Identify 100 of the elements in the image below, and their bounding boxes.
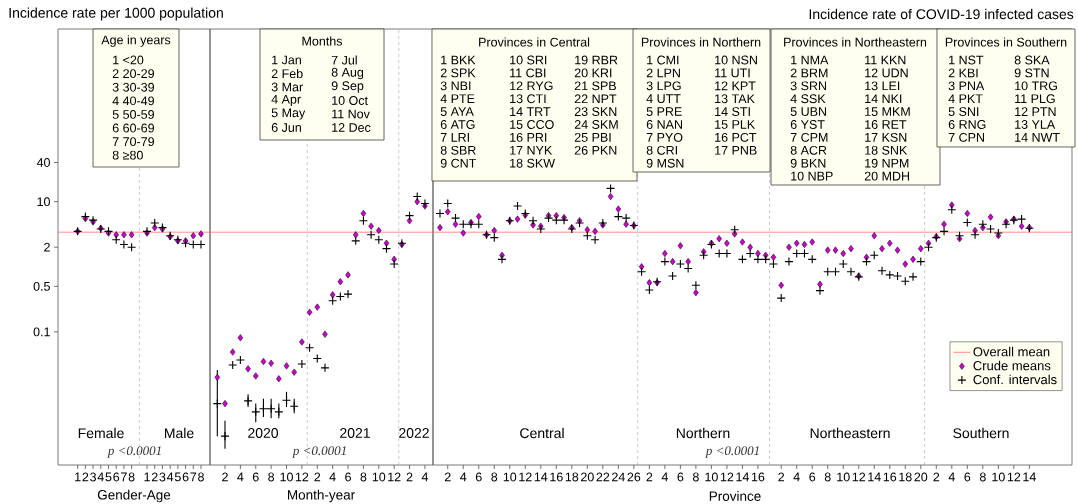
x-tick-label: 8: [824, 472, 831, 482]
x-tick-label: 7: [121, 472, 127, 482]
y-tick-label: 40: [36, 158, 50, 167]
annotation: 1 NST: [949, 55, 984, 65]
x-tick-label: 6: [475, 472, 482, 482]
annotation: 12 Dec: [332, 123, 371, 132]
annotation: 4 PTE: [440, 94, 475, 104]
legend-label: Crude means: [973, 360, 1051, 371]
x-axis-title: Gender-Age: [97, 489, 171, 503]
annotation: 11 UTI: [715, 68, 750, 78]
annotation: Female: [78, 427, 124, 439]
x-tick-label: 8: [128, 472, 135, 482]
annotation: Provinces in Central: [479, 37, 590, 47]
annotation: Months: [302, 36, 343, 46]
x-tick-label: 4: [237, 472, 244, 482]
annotation: 5 50-59: [112, 110, 154, 119]
x-tick-label: 10: [372, 472, 386, 482]
x-tick-label: 12: [720, 472, 734, 482]
annotation: 4 SSK: [790, 94, 826, 104]
annotation: 11 Nov: [332, 109, 370, 119]
x-tick-label: 8: [268, 472, 275, 482]
x-tick-label: 12: [1007, 472, 1021, 482]
annotation: 17 PNB: [715, 146, 757, 155]
annotation: Central: [520, 427, 564, 439]
annotation: 2 SPK: [440, 68, 476, 78]
annotation: 11 KKN: [865, 55, 906, 65]
annotation: 15 MKM: [865, 107, 910, 116]
annotation: 13 LEI: [865, 81, 900, 91]
annotation: 5 May: [271, 108, 306, 120]
x-tick-label: 3: [90, 472, 96, 482]
x-tick-label: 6: [345, 472, 351, 482]
annotation: 10 NSN: [715, 55, 757, 65]
annotation: 11 PLG: [1015, 94, 1055, 104]
annotation: 4 UTT: [646, 94, 681, 104]
annotation: 2020: [248, 428, 279, 438]
annotation: 7 LRI: [440, 133, 469, 142]
annotation: 4 PKT: [948, 94, 983, 104]
x-tick-label: 1: [75, 472, 81, 482]
x-tick-label: 4: [421, 472, 429, 482]
x-tick-label: 6: [809, 472, 816, 482]
annotation: 5 SNI: [948, 107, 979, 117]
annotation: 26 PKN: [574, 145, 617, 155]
annotation: 19 NPM: [865, 158, 909, 168]
annotation: 2 LPN: [646, 68, 680, 78]
x-tick-label: 26: [627, 472, 641, 482]
x-tick-label: 16: [751, 472, 765, 482]
x-tick-label: 10: [705, 472, 718, 482]
annotation: 3 30-39: [112, 82, 154, 92]
x-tick-label: 2: [82, 472, 89, 482]
x-tick-label: 14: [534, 472, 548, 482]
x-tick-label: 4: [329, 472, 336, 482]
x-tick-label: 3: [159, 472, 166, 482]
y-tick-label: 0.1: [33, 327, 50, 337]
annotation: 5 UBN: [790, 107, 827, 116]
x-tick-label: 6: [964, 472, 971, 482]
x-tick-label: 12: [519, 472, 532, 482]
x-tick-label: 14: [736, 472, 750, 482]
annotation: 7 PYO: [646, 132, 683, 142]
x-tick-label: 8: [491, 472, 498, 482]
x-tick-label: 5: [105, 472, 112, 482]
annotation: 4 40-49: [112, 96, 154, 106]
annotation: 6 YST: [790, 120, 825, 129]
annotation: 23 SKN: [574, 107, 617, 117]
annotation: 3 PNA: [948, 81, 985, 91]
x-axis-title: Province: [709, 491, 761, 501]
annotation: 1 BKK: [441, 55, 476, 65]
annotation: 2 20-29: [112, 69, 154, 79]
x-tick-label: 10: [837, 472, 850, 482]
annotation: Male: [164, 427, 194, 439]
annotation: 21 SPB: [574, 81, 616, 91]
annotation: 3 NBI: [440, 81, 471, 91]
x-tick-label: 12: [388, 472, 401, 482]
x-tick-label: 12: [852, 472, 866, 482]
x-axis-title: Month-year: [287, 489, 355, 503]
x-tick-label: 4: [166, 472, 174, 482]
annotation: 7 70-79: [112, 137, 154, 147]
annotation: 8 SBR: [440, 145, 476, 155]
x-tick-label: 2: [646, 472, 653, 482]
annotation: 12 PTN: [1015, 107, 1056, 116]
annotation: 6 NAN: [646, 120, 682, 129]
annotation: 9 MSN: [646, 158, 684, 168]
annotation: 3 Mar: [271, 82, 303, 92]
annotation: 15 PLK: [715, 120, 756, 129]
legend-label: Overall mean: [973, 346, 1050, 357]
x-tick-label: 2: [933, 472, 940, 482]
annotation: 16 PCT: [715, 132, 757, 142]
annotation: 13 TAK: [715, 94, 755, 104]
x-tick-label: 2: [314, 472, 321, 482]
legend-label: Conf. intervals: [973, 374, 1057, 385]
annotation: 25 PBI: [574, 132, 611, 142]
annotation: 13 CTI: [510, 94, 546, 104]
x-tick-label: 2: [444, 472, 451, 482]
annotation: 17 NYK: [510, 146, 553, 155]
annotation: 7 CPM: [790, 132, 828, 142]
x-tick-label: 4: [661, 472, 668, 482]
annotation: 6 RNG: [948, 120, 986, 129]
annotation: 14 TRT: [510, 107, 551, 116]
annotation: Northeastern: [810, 427, 890, 439]
annotation: 16 PRI: [510, 132, 547, 142]
x-tick-label: 10: [503, 472, 517, 482]
